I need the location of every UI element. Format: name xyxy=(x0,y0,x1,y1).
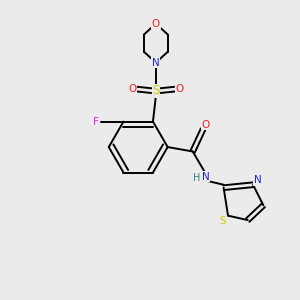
Text: O: O xyxy=(152,19,160,28)
Text: N: N xyxy=(152,58,160,68)
Text: H: H xyxy=(193,173,200,183)
Text: O: O xyxy=(175,84,184,94)
Text: S: S xyxy=(219,216,226,226)
Text: F: F xyxy=(93,117,98,127)
Text: O: O xyxy=(128,84,136,94)
Text: N: N xyxy=(202,172,210,182)
Text: N: N xyxy=(254,175,261,185)
Text: O: O xyxy=(202,120,210,130)
Text: S: S xyxy=(152,84,160,97)
